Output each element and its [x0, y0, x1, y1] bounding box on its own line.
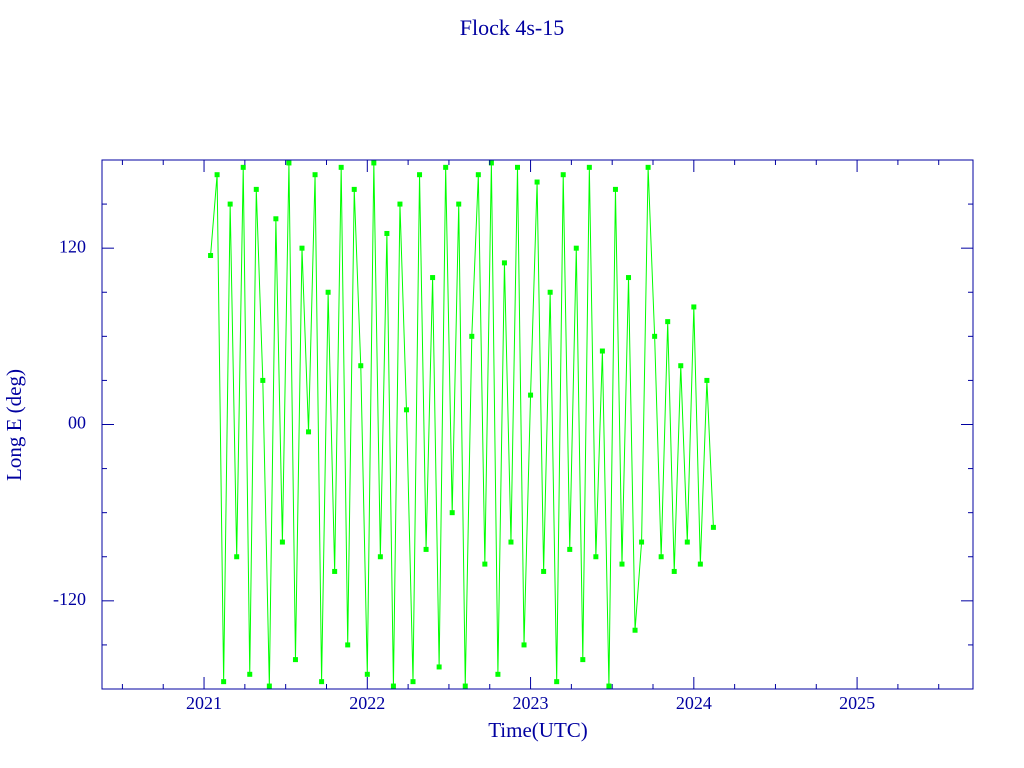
data-point — [547, 289, 553, 295]
data-point — [240, 164, 246, 170]
x-tick-label: 2022 — [349, 693, 385, 713]
data-point — [364, 671, 370, 677]
data-point — [697, 561, 703, 567]
data-point — [606, 683, 612, 689]
data-point — [671, 568, 677, 574]
data-point — [645, 164, 651, 170]
data-point — [495, 671, 501, 677]
y-tick-label: 00 — [68, 413, 86, 433]
data-point — [488, 160, 494, 166]
data-point — [528, 392, 534, 398]
data-point — [475, 172, 481, 178]
data-point — [292, 657, 298, 663]
data-point — [260, 377, 266, 383]
data-point — [567, 546, 573, 552]
x-tick-label: 2024 — [676, 693, 712, 713]
data-point — [306, 429, 312, 435]
data-point — [704, 377, 710, 383]
data-point — [266, 683, 272, 689]
data-point — [508, 539, 514, 545]
data-point — [312, 172, 318, 178]
data-point — [710, 524, 716, 530]
data-point — [319, 679, 325, 685]
data-point — [534, 179, 540, 185]
data-point — [397, 201, 403, 207]
data-point — [684, 539, 690, 545]
data-point — [430, 275, 436, 281]
data-line — [210, 162, 714, 687]
data-point — [443, 164, 449, 170]
data-point — [338, 164, 344, 170]
data-point — [469, 333, 475, 339]
data-point — [410, 679, 416, 685]
data-point — [658, 554, 664, 560]
data-point — [332, 568, 338, 574]
data-point — [599, 348, 605, 354]
x-axis-label: Time(UTC) — [488, 718, 588, 742]
data-point — [619, 561, 625, 567]
x-tick-label: 2023 — [513, 693, 549, 713]
data-point — [586, 164, 592, 170]
y-tick-label: -120 — [53, 589, 86, 609]
data-point — [501, 260, 507, 266]
data-point — [214, 172, 220, 178]
data-point — [221, 679, 227, 685]
data-point — [247, 671, 253, 677]
data-point — [273, 216, 279, 222]
data-point — [593, 554, 599, 560]
data-point — [377, 554, 383, 560]
data-point — [417, 172, 423, 178]
data-point — [560, 172, 566, 178]
data-point — [358, 363, 364, 369]
data-point — [515, 164, 521, 170]
data-point — [286, 160, 292, 166]
chart-title: Flock 4s-15 — [460, 15, 565, 40]
data-point — [449, 510, 455, 516]
data-point — [521, 642, 527, 648]
data-point — [612, 186, 618, 192]
data-point — [208, 253, 214, 259]
data-point — [436, 664, 442, 670]
data-point — [554, 679, 560, 685]
x-tick-label: 2021 — [186, 693, 222, 713]
data-point — [351, 186, 357, 192]
data-point — [384, 230, 390, 236]
data-point — [403, 407, 409, 413]
data-point — [639, 539, 645, 545]
data-point — [234, 554, 240, 560]
y-tick-label: 120 — [59, 236, 86, 256]
data-point — [390, 683, 396, 689]
data-point — [580, 657, 586, 663]
data-point — [678, 363, 684, 369]
data-point — [462, 683, 468, 689]
data-point — [691, 304, 697, 310]
plot-frame — [101, 159, 974, 690]
data-point — [253, 186, 259, 192]
data-point — [325, 289, 331, 295]
data-point — [371, 160, 377, 166]
data-point — [345, 642, 351, 648]
data-point — [279, 539, 285, 545]
y-axis-label: Long E (deg) — [2, 369, 26, 481]
data-point — [632, 627, 638, 633]
data-point — [541, 568, 547, 574]
data-point — [423, 546, 429, 552]
x-tick-label: 2025 — [839, 693, 875, 713]
data-point — [482, 561, 488, 567]
data-point — [652, 333, 658, 339]
data-point — [227, 201, 233, 207]
data-point — [665, 319, 671, 325]
data-point — [456, 201, 462, 207]
data-point — [299, 245, 305, 251]
data-point — [573, 245, 579, 251]
data-point — [626, 275, 632, 281]
